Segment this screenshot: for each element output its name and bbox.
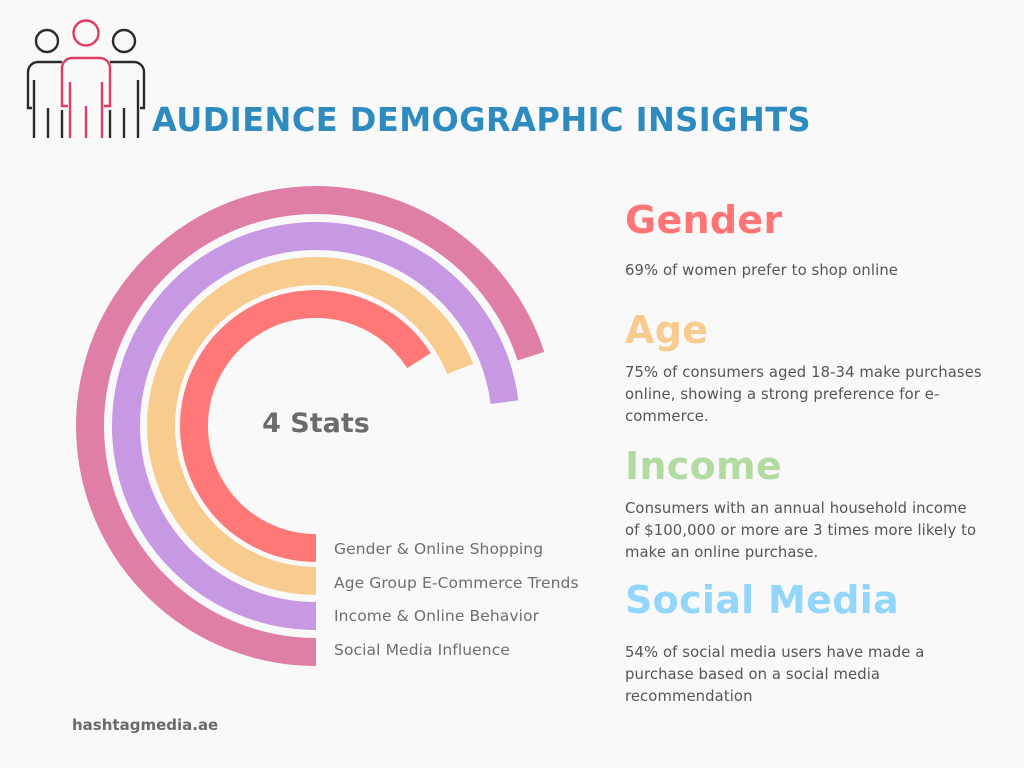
stat-heading-income: Income — [625, 444, 782, 488]
legend-item-gender: Gender & Online Shopping — [334, 540, 544, 558]
chart-legend: Gender & Online Shopping Age Group E-Com… — [334, 537, 579, 671]
legend-item-income: Income & Online Behavior — [334, 607, 540, 625]
ring-income — [112, 222, 519, 630]
ring-social-media — [76, 186, 545, 666]
ring-gender — [180, 290, 431, 562]
chart-rings — [76, 186, 545, 666]
stat-text-income: Consumers with an annual household incom… — [625, 500, 977, 561]
stat-heading-gender: Gender — [625, 198, 783, 242]
page-title: AUDIENCE DEMOGRAPHIC INSIGHTS — [152, 100, 812, 139]
stat-text-age: 75% of consumers aged 18-34 make purchas… — [625, 364, 982, 425]
stat-text-social-media: 54% of social media users have made a pu… — [625, 644, 925, 705]
stat-heading-social-media: Social Media — [625, 578, 899, 622]
stat-heading-age: Age — [625, 308, 709, 352]
people-group-icon — [26, 19, 146, 138]
chart-center-label: 4 Stats — [262, 408, 370, 439]
stats-panel: Gender 69% of women prefer to shop onlin… — [625, 192, 985, 708]
legend-item-social-media: Social Media Influence — [334, 640, 510, 659]
footer-website: hashtagmedia.ae — [72, 716, 219, 734]
ring-age — [147, 257, 474, 595]
legend-item-age: Age Group E-Commerce Trends — [334, 573, 579, 592]
stat-text-gender: 69% of women prefer to shop online — [625, 262, 898, 279]
